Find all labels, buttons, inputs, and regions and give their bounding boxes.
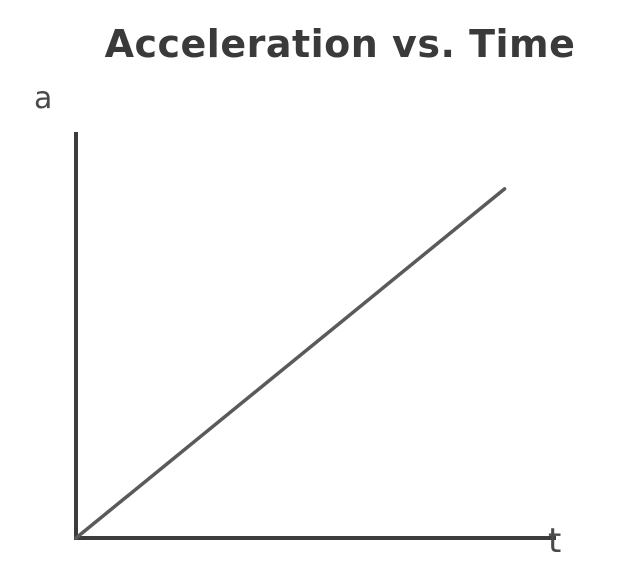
series-line-0: [74, 187, 507, 540]
axes: [74, 132, 556, 540]
x-axis-label: t: [548, 521, 561, 561]
series-group: [74, 187, 507, 540]
y-axis-label: a: [34, 81, 52, 116]
chart-title: Acceleration vs. Time: [104, 22, 576, 66]
